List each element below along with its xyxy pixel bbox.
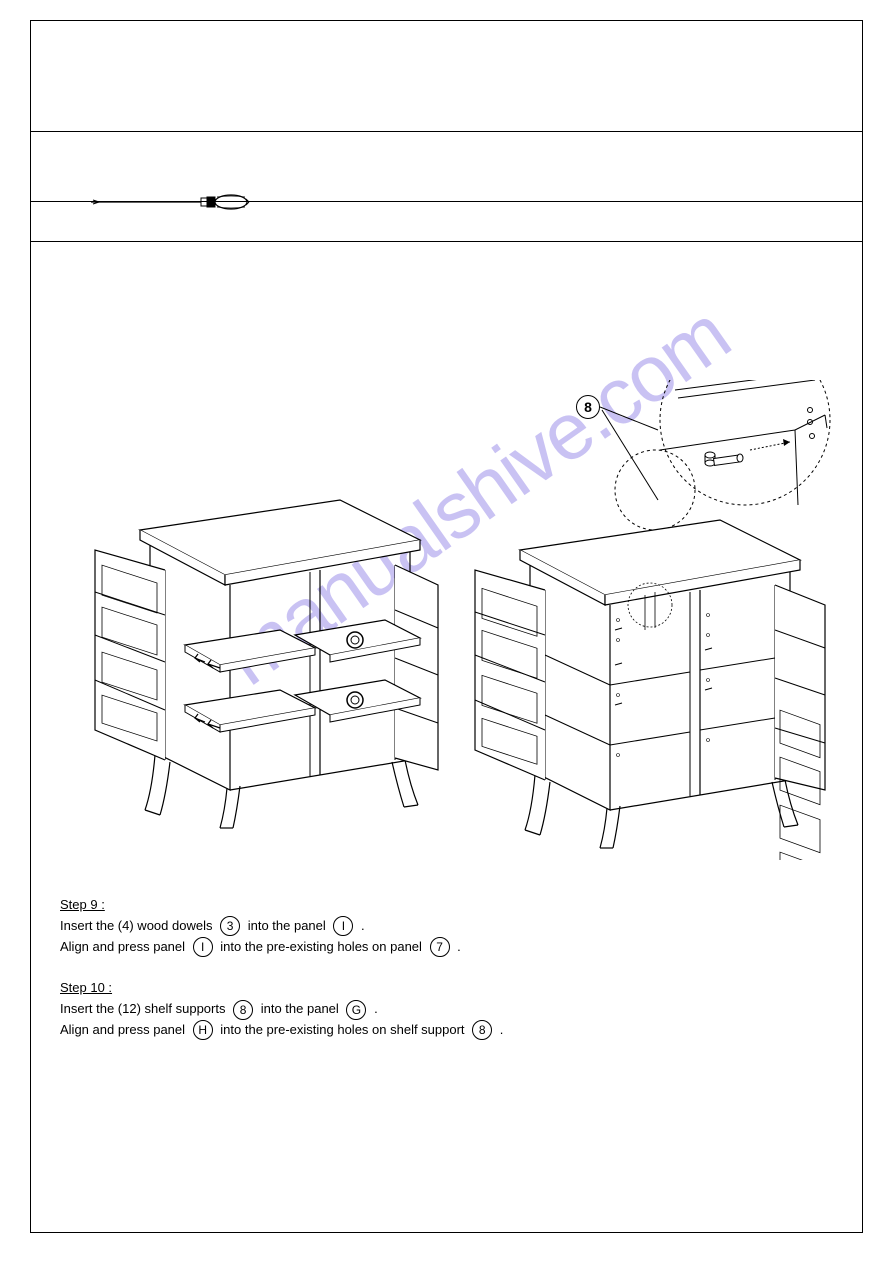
ref-I: I — [333, 916, 353, 936]
step-10-line2a: Align and press panel — [60, 1022, 185, 1037]
step-10-line2c: . — [500, 1022, 504, 1037]
step-9-line1b: into the panel — [248, 918, 326, 933]
step-9-line2b: into the pre-existing holes on panel — [220, 939, 422, 954]
step-10-label: Step 10 : — [60, 980, 112, 995]
step-9-line2a: Align and press panel — [60, 939, 185, 954]
step-9-line2c: . — [457, 939, 461, 954]
step-9: Step 9 : Insert the (4) wood dowels 3 in… — [60, 895, 850, 957]
ref-3: 3 — [220, 916, 240, 936]
step-10-line1b: into the panel — [261, 1001, 339, 1016]
divider-3 — [31, 241, 862, 242]
ref-G: G — [346, 1000, 366, 1020]
screwdriver-icon — [91, 191, 251, 218]
ref-8-2: 8 — [472, 1020, 492, 1040]
step-10: Step 10 : Insert the (12) shelf supports… — [60, 978, 850, 1040]
step-10-line1c: . — [374, 1001, 378, 1016]
step-10-line2b: into the pre-existing holes on shelf sup… — [220, 1022, 464, 1037]
ref-7: 7 — [430, 937, 450, 957]
ref-8: 8 — [233, 1000, 253, 1020]
divider-1 — [31, 131, 862, 132]
cabinet-right — [450, 490, 830, 860]
step-9-label: Step 9 : — [60, 897, 105, 912]
instructions-text: Step 9 : Insert the (4) wood dowels 3 in… — [60, 895, 850, 1041]
step-10-line1a: Insert the (12) shelf supports — [60, 1001, 225, 1016]
step-9-line1a: Insert the (4) wood dowels — [60, 918, 212, 933]
step-9-line1c: . — [361, 918, 365, 933]
cabinet-left — [80, 470, 440, 840]
leader-line — [596, 400, 666, 520]
ref-I-2: I — [193, 937, 213, 957]
ref-H: H — [193, 1020, 213, 1040]
